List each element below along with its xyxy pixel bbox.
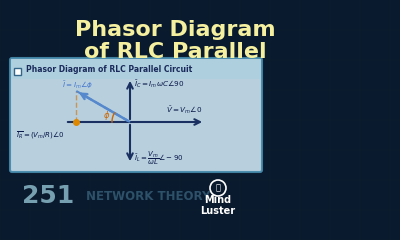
FancyBboxPatch shape: [10, 58, 262, 172]
Text: Luster: Luster: [200, 206, 236, 216]
Text: NETWORK THEORY: NETWORK THEORY: [86, 190, 210, 203]
Text: Phasor Diagram of RLC Parallel Circuit: Phasor Diagram of RLC Parallel Circuit: [26, 65, 192, 73]
Bar: [14, 68, 21, 75]
Text: of RLC Parallel: of RLC Parallel: [84, 42, 266, 62]
Text: ⛲: ⛲: [216, 184, 220, 192]
FancyBboxPatch shape: [11, 59, 261, 79]
Text: 251: 251: [22, 184, 74, 208]
Text: $\bar{I}_C = I_m\omega C\angle 90$: $\bar{I}_C = I_m\omega C\angle 90$: [134, 78, 184, 90]
Text: Mind: Mind: [204, 195, 232, 205]
Text: $\bar{I}_L = \dfrac{V_m}{\omega L}\angle -90$: $\bar{I}_L = \dfrac{V_m}{\omega L}\angle…: [134, 149, 184, 167]
Text: Phasor Diagram: Phasor Diagram: [75, 20, 275, 40]
Text: $\phi$: $\phi$: [103, 109, 110, 122]
Text: $\bar{I} = I_m\angle\phi$: $\bar{I} = I_m\angle\phi$: [62, 79, 94, 91]
Text: $\overline{I_R} = (V_m/R)\angle 0$: $\overline{I_R} = (V_m/R)\angle 0$: [16, 129, 65, 141]
Text: $\bar{V} = V_m\angle 0$: $\bar{V} = V_m\angle 0$: [166, 104, 202, 116]
